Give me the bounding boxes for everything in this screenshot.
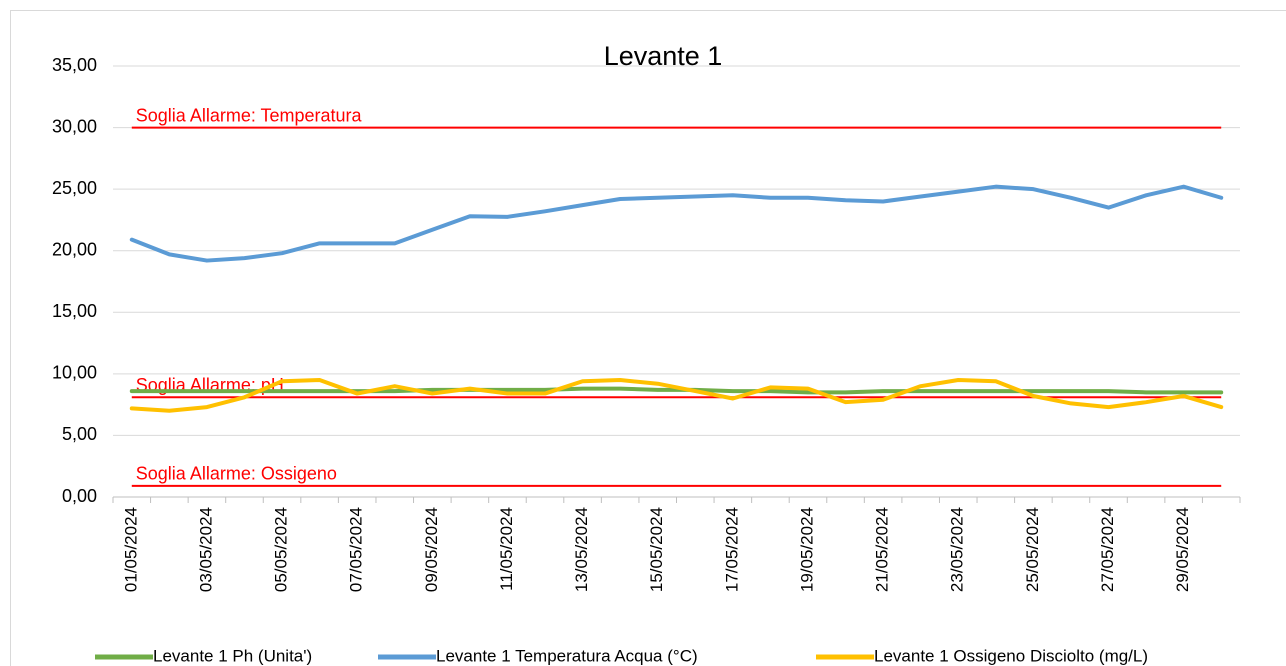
x-tick-label: 21/05/2024 <box>873 507 892 592</box>
x-tick-label: 05/05/2024 <box>272 507 291 592</box>
series-line <box>129 184 1224 263</box>
x-tick-label: 17/05/2024 <box>722 507 741 592</box>
y-tick-label: 10,00 <box>52 363 97 383</box>
x-tick-label: 13/05/2024 <box>572 507 591 592</box>
series-line <box>129 378 1224 413</box>
x-tick-label: 09/05/2024 <box>422 507 441 592</box>
threshold-label: Soglia Allarme: Temperatura <box>136 105 363 125</box>
legend-label: Levante 1 Ph (Unita') <box>153 646 312 665</box>
y-tick-label: 5,00 <box>62 424 97 444</box>
x-tick-label: 25/05/2024 <box>1023 507 1042 592</box>
y-tick-label: 25,00 <box>52 178 97 198</box>
x-tick-label: 03/05/2024 <box>196 507 215 592</box>
x-tick-label: 01/05/2024 <box>121 507 140 592</box>
series-line <box>129 386 1224 395</box>
x-tick-label: 07/05/2024 <box>347 507 366 592</box>
x-tick-label: 23/05/2024 <box>948 507 967 592</box>
x-tick-label: 27/05/2024 <box>1098 507 1117 592</box>
x-tick-label: 11/05/2024 <box>497 507 516 591</box>
threshold-label: Soglia Allarme: Ossigeno <box>136 464 337 484</box>
y-tick-label: 0,00 <box>62 486 97 506</box>
x-tick-label: 15/05/2024 <box>647 507 666 592</box>
x-tick-label: 19/05/2024 <box>797 507 816 592</box>
chart-title: Levante 1 <box>604 41 723 71</box>
legend-label: Levante 1 Temperatura Acqua (°C) <box>436 646 698 665</box>
y-tick-label: 35,00 <box>52 55 97 75</box>
x-tick-label: 29/05/2024 <box>1173 507 1192 592</box>
y-tick-label: 20,00 <box>52 239 97 259</box>
y-tick-label: 30,00 <box>52 116 97 136</box>
legend-label: Levante 1 Ossigeno Disciolto (mg/L) <box>874 646 1148 665</box>
chart-border <box>10 10 1286 666</box>
y-tick-label: 15,00 <box>52 301 97 321</box>
